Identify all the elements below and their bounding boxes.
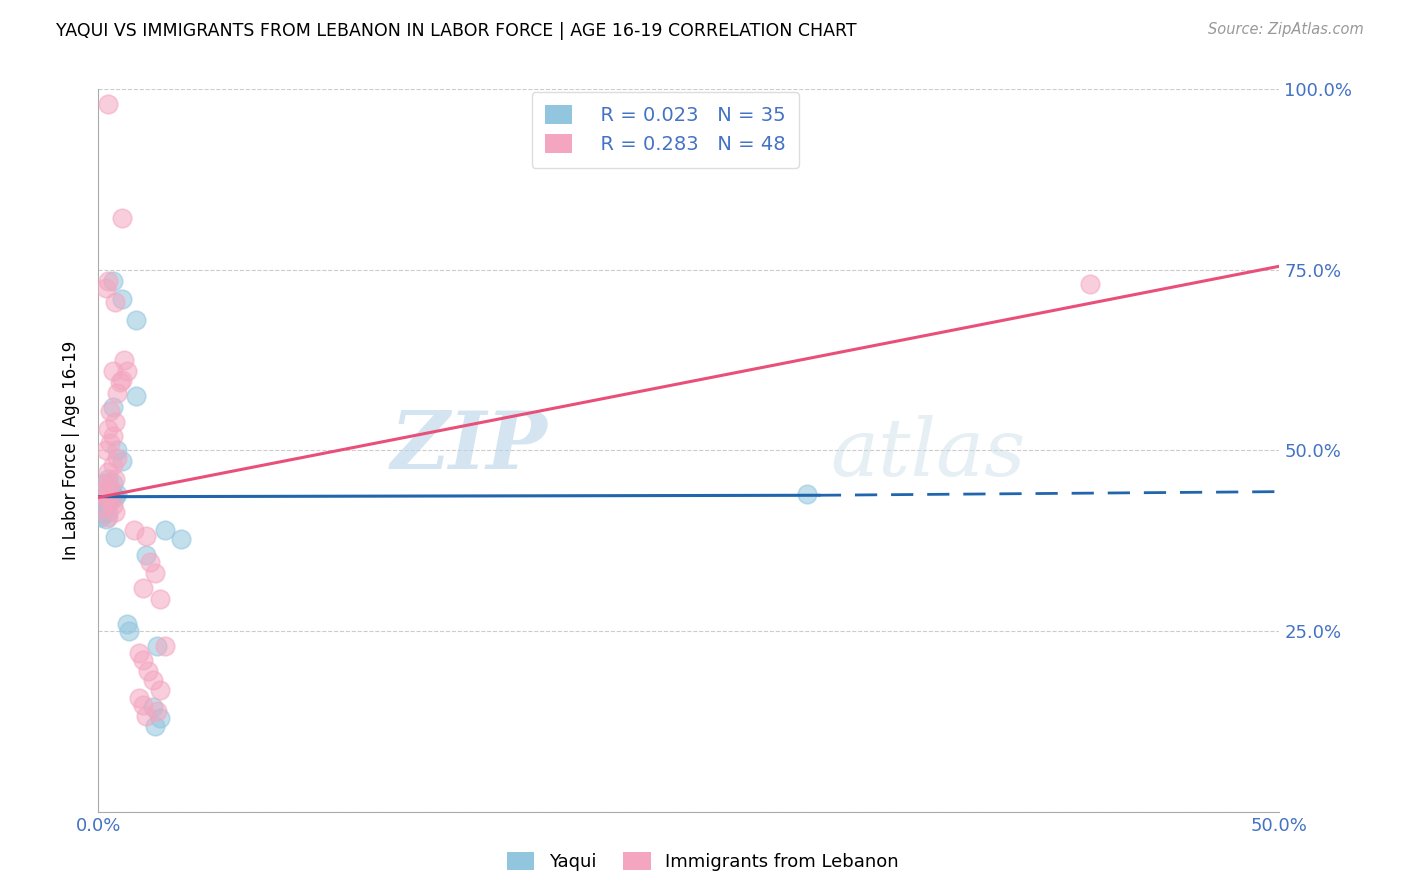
Point	[101, 475, 124, 490]
Point	[108, 375, 131, 389]
Point	[115, 616, 138, 631]
Point	[136, 664, 159, 678]
Point	[94, 281, 117, 295]
Point	[101, 458, 124, 472]
Text: atlas: atlas	[831, 416, 1026, 492]
Point	[112, 353, 135, 368]
Point	[91, 483, 114, 498]
Point	[91, 487, 114, 501]
Point	[111, 454, 134, 468]
Point	[128, 646, 150, 660]
Point	[101, 274, 124, 288]
Point	[105, 450, 128, 465]
Point	[149, 711, 172, 725]
Point	[111, 292, 134, 306]
Point	[111, 211, 134, 225]
Point	[128, 690, 150, 705]
Point	[97, 274, 120, 288]
Point	[104, 415, 127, 429]
Point	[104, 295, 127, 310]
Point	[170, 532, 193, 546]
Point	[135, 548, 157, 562]
Point	[97, 472, 120, 486]
Point	[101, 429, 124, 443]
Point	[132, 653, 155, 667]
Point	[98, 436, 121, 450]
Point	[132, 698, 155, 712]
Point	[142, 673, 165, 688]
Point	[97, 422, 120, 436]
Text: ZIP: ZIP	[391, 409, 547, 485]
Point	[91, 500, 114, 514]
Point	[143, 566, 166, 581]
Point	[105, 487, 128, 501]
Point	[98, 494, 121, 508]
Point	[135, 529, 157, 543]
Point	[146, 704, 169, 718]
Point	[1080, 277, 1102, 292]
Point	[796, 487, 818, 501]
Point	[153, 523, 176, 537]
Point	[91, 501, 114, 516]
Point	[94, 475, 117, 490]
Point	[149, 683, 172, 698]
Point	[101, 400, 124, 414]
Point	[91, 507, 114, 521]
Point	[125, 313, 148, 327]
Point	[115, 364, 138, 378]
Legend:   R = 0.023   N = 35,   R = 0.283   N = 48: R = 0.023 N = 35, R = 0.283 N = 48	[531, 92, 799, 168]
Point	[98, 480, 121, 494]
Point	[90, 501, 112, 516]
Point	[97, 510, 120, 524]
Point	[97, 505, 120, 519]
Point	[149, 591, 172, 606]
Point	[98, 403, 121, 417]
Point	[94, 491, 117, 505]
Point	[142, 700, 165, 714]
Point	[143, 719, 166, 733]
Point	[105, 443, 128, 458]
Point	[101, 498, 124, 512]
Point	[94, 475, 117, 490]
Text: Source: ZipAtlas.com: Source: ZipAtlas.com	[1208, 22, 1364, 37]
Point	[90, 510, 112, 524]
Point	[104, 491, 127, 505]
Point	[97, 465, 120, 479]
Point	[101, 488, 124, 502]
Point	[104, 530, 127, 544]
Point	[135, 708, 157, 723]
Point	[97, 96, 120, 111]
Y-axis label: In Labor Force | Age 16-19: In Labor Force | Age 16-19	[62, 341, 80, 560]
Point	[122, 523, 145, 537]
Point	[132, 581, 155, 595]
Point	[94, 443, 117, 458]
Legend: Yaqui, Immigrants from Lebanon: Yaqui, Immigrants from Lebanon	[501, 846, 905, 879]
Point	[97, 487, 120, 501]
Point	[104, 505, 127, 519]
Point	[104, 472, 127, 486]
Point	[94, 512, 117, 526]
Point	[101, 364, 124, 378]
Point	[98, 483, 121, 498]
Point	[125, 389, 148, 403]
Point	[97, 495, 120, 509]
Point	[98, 494, 121, 508]
Text: YAQUI VS IMMIGRANTS FROM LEBANON IN LABOR FORCE | AGE 16-19 CORRELATION CHART: YAQUI VS IMMIGRANTS FROM LEBANON IN LABO…	[56, 22, 856, 40]
Point	[105, 385, 128, 400]
Point	[139, 556, 162, 570]
Point	[118, 624, 141, 639]
Point	[94, 498, 117, 512]
Point	[153, 639, 176, 653]
Point	[111, 373, 134, 387]
Point	[146, 639, 169, 653]
